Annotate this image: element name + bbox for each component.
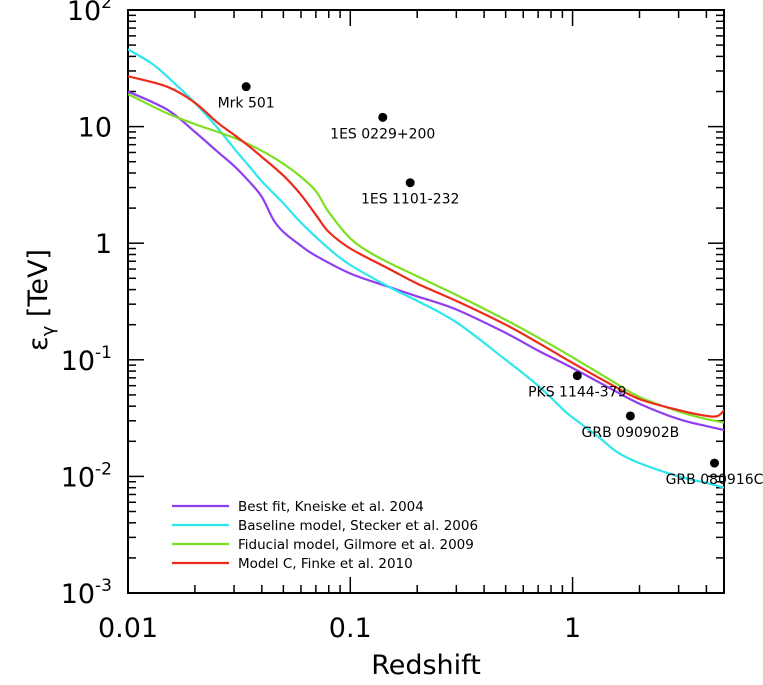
series-line-2 [128,48,724,489]
source-label: Mrk 501 [218,96,275,112]
source-points: Mrk 501 1ES 0229+200 1ES 1101-232 PKS 1144-… [218,82,763,488]
x-tick-labels: 0.01 0.1 1 [98,613,581,644]
source-label: GRB 080916C [666,472,763,488]
legend: Best fit, Kneiske et al. 2004 Baseline mo… [172,499,478,572]
x-tick-label: 1 [564,613,581,644]
y-tick-label: 10-1 [61,343,112,377]
source-label: GRB 090902B [582,425,680,441]
source-label: 1ES 0229+200 [330,126,435,142]
y-tick-label: 1 [95,229,112,260]
x-tick-label: 0.01 [98,613,158,644]
y-axis-unit: [TeV] [23,249,54,317]
y-axis-subscript: γ [38,325,59,336]
source-point [709,458,719,468]
y-tick-label: 10 [78,113,112,144]
legend-label: Best fit, Kneiske et al. 2004 [238,499,424,515]
y-tick-label: 10-3 [61,576,112,610]
source-point [378,112,388,122]
source-label: 1ES 1101-232 [361,192,460,208]
y-axis-symbol: ε [23,336,54,351]
series-line-4 [128,75,724,418]
x-tick-label: 0.1 [329,613,372,644]
source-point [241,82,251,92]
source-label: PKS 1144-379 [528,385,626,401]
legend-label: Model C, Finke et al. 2010 [238,556,413,572]
legend-label: Fiducial model, Gilmore et al. 2009 [238,537,474,553]
y-axis-title: εγ [TeV] [23,249,59,351]
y-tick-label: 102 [67,0,112,27]
source-point [572,371,582,381]
x-axis-title: Redshift [371,650,481,681]
series-line-1 [128,90,724,432]
source-point [625,411,635,421]
source-point [405,178,415,188]
plot-frame [127,9,725,594]
legend-label: Baseline model, Stecker et al. 2006 [238,518,478,534]
series-lines [128,48,724,489]
y-tick-labels: 10-3 10-2 10-1 1 10 102 [61,0,112,610]
y-tick-label: 10-2 [61,459,112,493]
series-line-3 [128,93,724,424]
